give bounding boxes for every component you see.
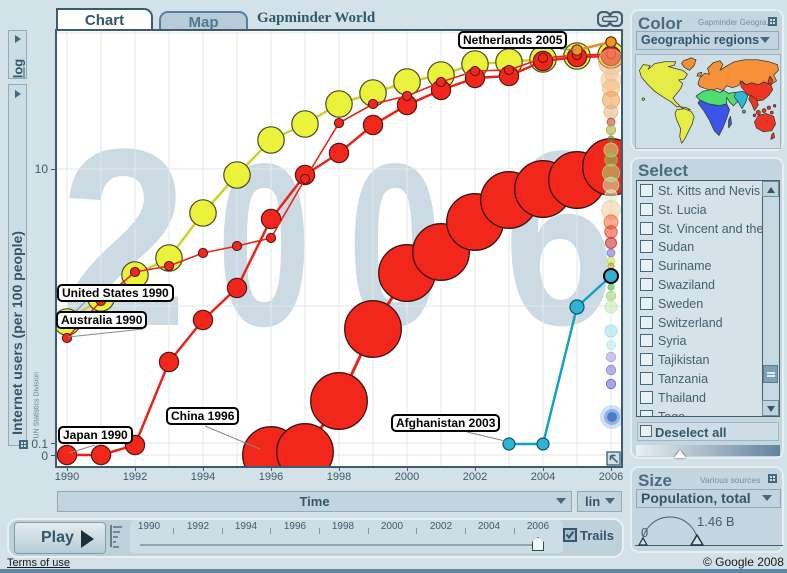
svg-text:0: 0	[641, 525, 648, 540]
svg-text:1.46 B: 1.46 B	[697, 514, 735, 529]
